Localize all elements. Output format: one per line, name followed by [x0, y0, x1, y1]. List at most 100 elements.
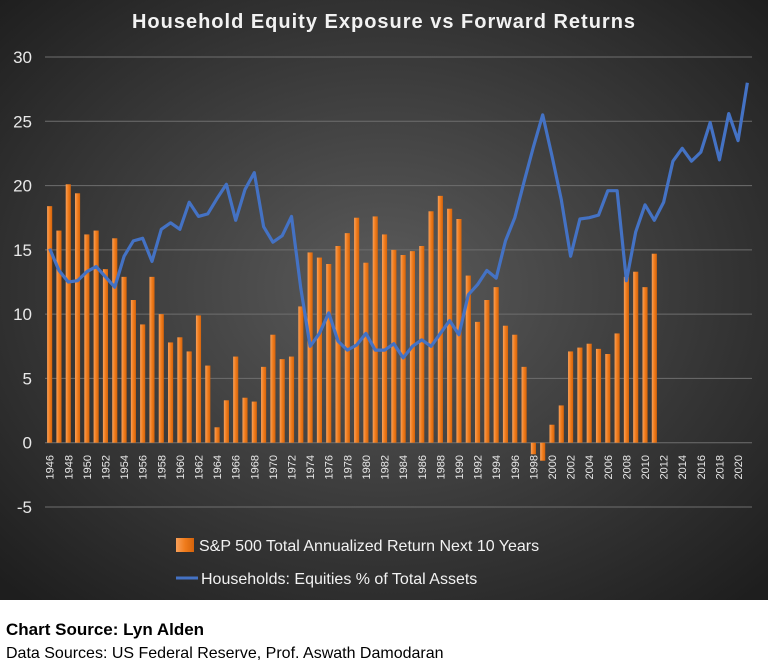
- line-series: [48, 82, 749, 360]
- bar-1976: [326, 264, 332, 443]
- x-tick-label: 1996: [510, 455, 522, 479]
- x-tick-label: 1998: [528, 455, 540, 479]
- y-tick-label: 5: [23, 369, 32, 388]
- bar-1953: [112, 238, 118, 443]
- x-tick-label: 1994: [491, 455, 503, 479]
- x-tick-label: 1960: [175, 455, 187, 479]
- bar-1988: [437, 195, 443, 443]
- bar-1956: [140, 324, 146, 443]
- x-tick-label: 2014: [677, 455, 689, 479]
- legend-label-bar: S&P 500 Total Annualized Return Next 10 …: [199, 538, 539, 555]
- x-tick-label: 1972: [287, 455, 299, 479]
- x-tick-label: 2018: [714, 455, 726, 479]
- bar-1998: [530, 442, 536, 455]
- bar-1995: [502, 325, 509, 443]
- x-tick-label: 1962: [193, 455, 205, 479]
- bar-1994: [493, 287, 499, 443]
- bar-1999: [540, 442, 546, 461]
- bar-1946: [47, 206, 53, 443]
- x-tick-label: 2002: [566, 455, 578, 479]
- bar-2003: [577, 347, 583, 443]
- bar-1950: [84, 234, 90, 443]
- bar-1993: [484, 300, 490, 443]
- bar-1947: [56, 230, 62, 443]
- bar-1966: [233, 356, 239, 443]
- y-tick-label: 30: [13, 48, 32, 67]
- y-tick-label: 0: [23, 434, 32, 453]
- bar-2008: [623, 276, 629, 443]
- bar-1980: [363, 262, 369, 443]
- x-tick-label: 2004: [584, 455, 596, 479]
- bar-2004: [586, 343, 592, 443]
- chart-panel: Household Equity Exposure vs Forward Ret…: [0, 0, 768, 600]
- bar-1987: [428, 211, 434, 443]
- bar-1996: [512, 334, 518, 443]
- bar-1981: [372, 216, 378, 443]
- y-tick-label: 20: [13, 177, 32, 196]
- bar-1997: [521, 366, 527, 443]
- bar-2000: [549, 424, 555, 443]
- bar-2005: [595, 348, 602, 443]
- equities-line: [48, 82, 749, 360]
- x-tick-label: 1982: [380, 455, 392, 479]
- bar-1972: [288, 356, 295, 443]
- bar-1986: [419, 246, 425, 443]
- x-tick-label: 2012: [659, 455, 671, 479]
- x-tick-label: 1974: [305, 455, 317, 479]
- bar-2009: [633, 271, 639, 443]
- bar-1975: [316, 257, 322, 443]
- bar-1948: [65, 184, 71, 443]
- x-tick-label: 1986: [417, 455, 429, 479]
- bar-1951: [93, 230, 99, 443]
- legend-swatch-bar: [176, 538, 194, 552]
- bar-1968: [251, 401, 257, 443]
- x-tick-label: 1978: [342, 455, 354, 479]
- x-tick-label: 1980: [361, 455, 373, 479]
- bar-1952: [102, 269, 109, 443]
- bar-1982: [381, 234, 388, 443]
- bar-1992: [475, 321, 481, 443]
- bar-1978: [344, 233, 350, 443]
- y-tick-label: 25: [13, 112, 32, 131]
- bar-1961: [186, 351, 192, 443]
- x-tick-label: 1970: [268, 455, 280, 479]
- bar-1970: [270, 334, 276, 443]
- x-tick-label: 1948: [63, 455, 75, 479]
- bar-1973: [298, 306, 304, 443]
- bar-1955: [130, 300, 136, 443]
- bar-1967: [242, 397, 248, 443]
- bar-1969: [261, 366, 267, 443]
- y-tick-label: 10: [13, 305, 32, 324]
- bar-1991: [465, 275, 471, 443]
- x-tick-label: 1946: [45, 455, 57, 479]
- x-tick-label: 1990: [454, 455, 466, 479]
- x-tick-label: 1966: [231, 455, 243, 479]
- x-tick-label: 2008: [621, 455, 633, 479]
- chart-title: Household Equity Exposure vs Forward Ret…: [132, 11, 636, 33]
- bar-1963: [205, 365, 211, 443]
- bar-2010: [642, 287, 648, 443]
- chart-area: Household Equity Exposure vs Forward Ret…: [0, 0, 768, 600]
- x-tick-label: 1958: [156, 455, 168, 479]
- bar-1977: [335, 246, 341, 443]
- bar-1984: [400, 255, 406, 443]
- x-tick-label: 1968: [249, 455, 261, 479]
- legend: S&P 500 Total Annualized Return Next 10 …: [176, 538, 539, 588]
- chart-source-credit: Chart Source: Lyn Alden: [6, 620, 205, 639]
- x-tick-label: 1954: [119, 455, 131, 479]
- bar-1979: [354, 217, 360, 443]
- bar-1949: [75, 193, 81, 443]
- legend-label-line: Households: Equities % of Total Assets: [201, 571, 477, 588]
- bar-1958: [158, 314, 164, 443]
- x-tick-label: 2016: [696, 455, 708, 479]
- x-tick-label: 2006: [603, 455, 615, 479]
- y-tick-label: -5: [17, 498, 32, 517]
- x-axis-tick-labels: 1946 1948 1950 1952 1954 1956 1958 1960 1962 1964…: [45, 455, 745, 479]
- bar-2007: [614, 333, 620, 443]
- bar-1960: [177, 337, 183, 443]
- bar-1957: [149, 276, 155, 443]
- bar-1965: [223, 400, 229, 443]
- bar-2011: [651, 253, 657, 443]
- bar-1964: [214, 427, 220, 443]
- bar-1959: [168, 342, 174, 443]
